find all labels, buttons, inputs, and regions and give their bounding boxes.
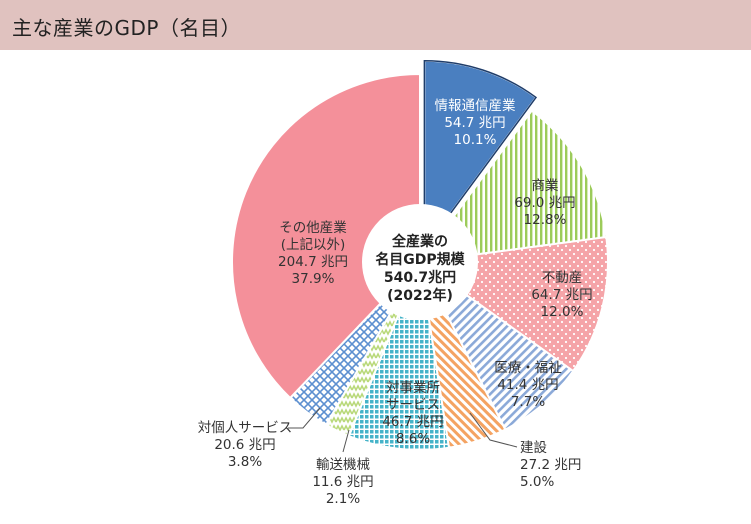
slice-commerce-share: 12.8%: [524, 212, 567, 228]
slice-business-services-value: 46.7 兆円: [382, 414, 443, 430]
slice-real-estate-share: 12.0%: [541, 304, 584, 320]
slice-personal-services-share: 3.8%: [228, 454, 262, 470]
slice-personal-services-name: 対個人サービス: [198, 420, 293, 436]
slice-transport-machinery-value: 11.6 兆円: [312, 474, 373, 490]
slice-commerce-name: 商業: [532, 178, 560, 194]
slice-personal-services-value: 20.6 兆円: [214, 437, 275, 453]
slice-medical-welfare-value: 41.4 兆円: [497, 377, 558, 393]
slice-construction-name: 建設: [520, 440, 548, 456]
slice-other-share: 37.9%: [292, 271, 335, 287]
slice-business-services-name: 対事業所: [386, 380, 440, 396]
slice-business-services-name: サービス: [386, 397, 440, 413]
slice-construction-share: 5.0%: [520, 474, 554, 490]
center-circle: [362, 204, 478, 320]
slice-other-value: 204.7 兆円: [278, 254, 348, 270]
center-line-4: (2022年): [387, 287, 453, 304]
slice-transport-machinery-share: 2.1%: [326, 491, 360, 507]
slice-construction-value: 27.2 兆円: [520, 457, 581, 473]
slice-info-comm-name: 情報通信産業: [435, 98, 516, 114]
chart-title: 主な産業のGDP（名目）: [12, 16, 241, 40]
slice-info-comm-share: 10.1%: [454, 132, 497, 148]
slice-info-comm-value: 54.7 兆円: [444, 115, 505, 131]
slice-business-services-share: 8.6%: [396, 431, 430, 447]
leader-transport: [342, 429, 350, 453]
slice-commerce: [417, 109, 608, 264]
center-line-3: 540.7兆円: [384, 270, 456, 286]
slice-real-estate-name: 不動産: [542, 270, 583, 286]
slice-info-comm-outline: [423, 59, 538, 251]
slice-other-name: (上記以外): [281, 236, 346, 253]
center-line-1: 全産業の: [391, 233, 448, 250]
slice-medical-welfare-share: 7.7%: [511, 394, 545, 410]
slice-commerce-value: 69.0 兆円: [514, 195, 575, 211]
slice-medical-welfare-name: 医療・福祉: [494, 359, 562, 376]
slice-transport-machinery-name: 輸送機械: [316, 457, 370, 473]
center-line-2: 名目GDP規模: [375, 251, 465, 268]
slice-other: [231, 72, 421, 400]
chart-header: 主な産業のGDP（名目）: [0, 0, 751, 50]
slice-other-name: その他産業: [279, 220, 347, 236]
slice-real-estate-value: 64.7 兆円: [531, 287, 592, 303]
leader-personal-services: [288, 407, 321, 429]
leader-construction: [469, 412, 518, 448]
